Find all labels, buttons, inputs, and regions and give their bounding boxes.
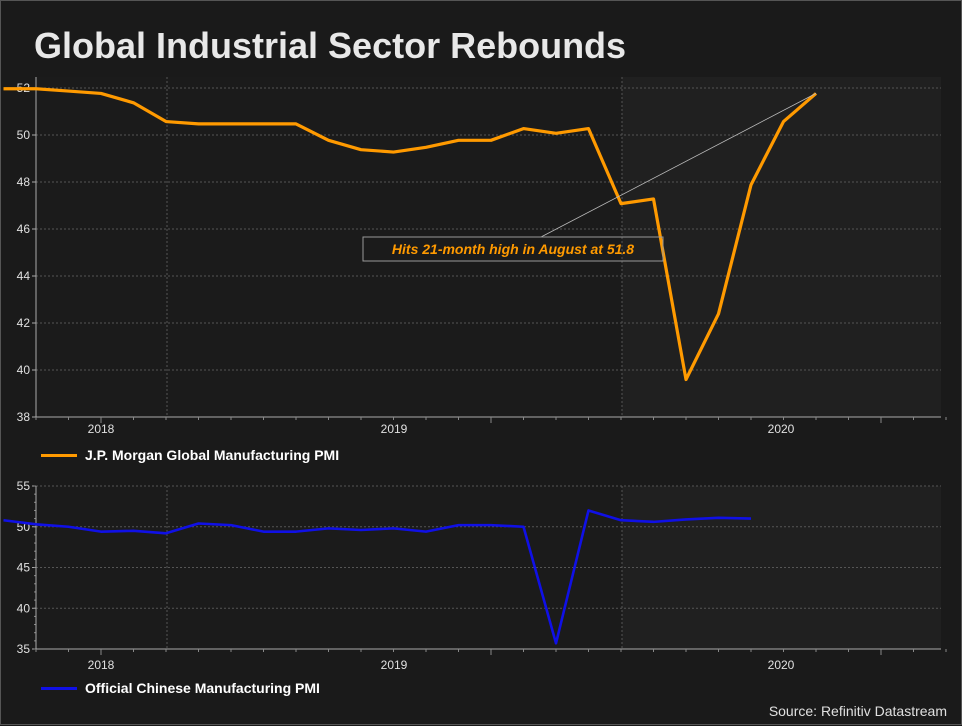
legend-top: J.P. Morgan Global Manufacturing PMI: [41, 447, 339, 463]
y-tick-label: 46: [17, 222, 31, 236]
x-tick-label: 2019: [381, 658, 408, 672]
legend-label-top: J.P. Morgan Global Manufacturing PMI: [85, 447, 339, 463]
y-tick-label: 38: [17, 410, 31, 424]
x-tick-label: 2019: [381, 422, 408, 436]
x-tick-label: 2018: [88, 658, 115, 672]
y-tick-label: 50: [17, 128, 31, 142]
legend-bottom: Official Chinese Manufacturing PMI: [41, 680, 320, 696]
legend-swatch-bottom: [41, 687, 77, 690]
y-tick-label: 35: [17, 642, 31, 656]
y-tick-label: 48: [17, 175, 31, 189]
x-tick-label: 2020: [768, 422, 795, 436]
x-tick-label: 2020: [768, 658, 795, 672]
legend-swatch-top: [41, 454, 77, 457]
y-tick-label: 40: [17, 601, 31, 615]
x-tick-label: 2018: [88, 422, 115, 436]
annotation-text: Hits 21-month high in August at 51.8: [392, 241, 634, 257]
y-tick-label: 40: [17, 363, 31, 377]
y-tick-label: 42: [17, 316, 31, 330]
legend-label-bottom: Official Chinese Manufacturing PMI: [85, 680, 320, 696]
y-tick-label: 45: [17, 561, 31, 575]
source-note: Source: Refinitiv Datastream: [769, 703, 947, 719]
y-tick-label: 55: [17, 479, 31, 493]
y-tick-label: 44: [17, 269, 31, 283]
